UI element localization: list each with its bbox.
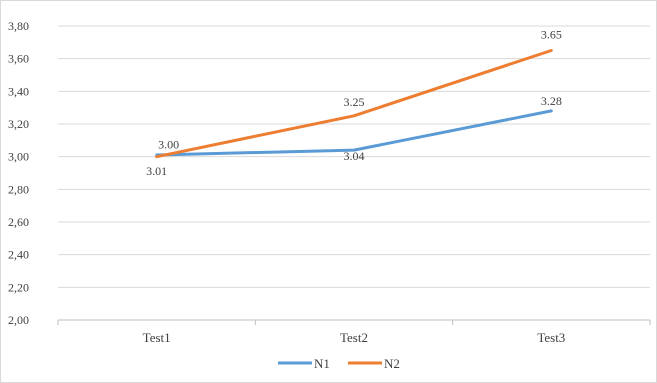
legend-label: N2 — [384, 356, 400, 371]
y-tick-label: 2,00 — [8, 313, 29, 327]
y-axis-tick-labels: 2,00 2,20 2,40 2,60 2,80 3,00 3,20 3,40 3,60 3,80 — [8, 19, 29, 327]
y-tick-label: 3,20 — [8, 117, 29, 131]
y-tick-label: 3,00 — [8, 150, 29, 164]
y-tick-label: 2,20 — [8, 280, 29, 294]
data-label: 3.00 — [158, 138, 179, 152]
legend: N1 N2 — [278, 356, 400, 371]
x-tick-label: Test2 — [340, 330, 368, 345]
data-label: 3.25 — [344, 95, 365, 109]
data-label: 3.04 — [344, 149, 365, 163]
y-tick-label: 3,40 — [8, 84, 29, 98]
x-tick-label: Test1 — [143, 330, 171, 345]
y-tick-label: 2,40 — [8, 248, 29, 262]
x-tick-label: Test3 — [537, 330, 565, 345]
data-label: 3.01 — [146, 164, 167, 178]
data-label: 3.65 — [541, 28, 562, 42]
series-lines — [155, 49, 553, 159]
series-line-n1 — [155, 109, 553, 157]
x-axis: Test1 Test2 Test3 — [57, 319, 651, 345]
data-labels: 3.01 3.04 3.28 3.00 3.25 3.65 — [146, 28, 562, 179]
data-label: 3.28 — [541, 94, 562, 108]
y-tick-label: 2,80 — [8, 182, 29, 196]
legend-label: N1 — [314, 356, 330, 371]
legend-item-n2: N2 — [348, 356, 400, 371]
legend-item-n1: N1 — [278, 356, 330, 371]
series-line-n2 — [155, 49, 553, 159]
y-tick-label: 2,60 — [8, 215, 29, 229]
y-tick-label: 3,60 — [8, 52, 29, 66]
y-tick-label: 3,80 — [8, 19, 29, 33]
